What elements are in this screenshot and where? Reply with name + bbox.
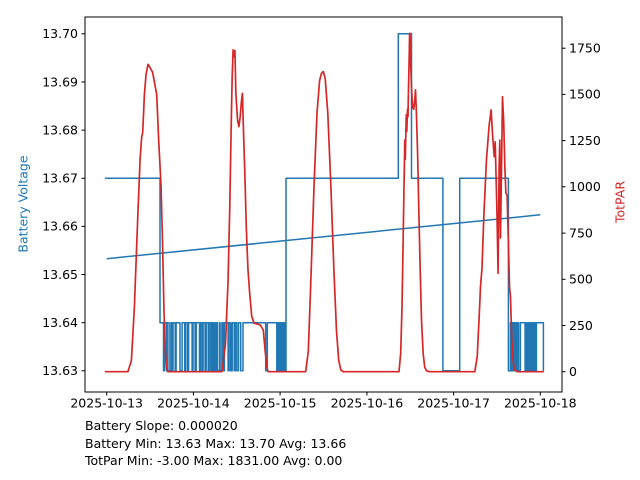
series-group bbox=[104, 32, 545, 373]
right-tick-label: 500 bbox=[569, 272, 593, 287]
x-tick-label: 2025-10-15 bbox=[244, 396, 317, 411]
left-tick-label: 13.63 bbox=[42, 363, 78, 378]
right-tick-label: 0 bbox=[569, 364, 577, 379]
left-tick-label: 13.68 bbox=[42, 122, 78, 137]
plot-border bbox=[84, 16, 563, 393]
stat-totpar-min-max-avg: TotPar Min: -3.00 Max: 1831.00 Avg: 0.00 bbox=[85, 453, 343, 468]
left-tick-label: 13.70 bbox=[42, 26, 78, 41]
x-tick-label: 2025-10-16 bbox=[331, 396, 404, 411]
left-tick-label: 13.69 bbox=[42, 74, 78, 89]
left-tick-label: 13.64 bbox=[42, 315, 78, 330]
x-tick-label: 2025-10-14 bbox=[157, 396, 230, 411]
stat-battery-min-max-avg: Battery Min: 13.63 Max: 13.70 Avg: 13.66 bbox=[85, 436, 347, 451]
x-tick-label: 2025-10-18 bbox=[504, 396, 577, 411]
right-tick-label: 1500 bbox=[569, 87, 601, 102]
x-tick-label: 2025-10-17 bbox=[417, 396, 490, 411]
left-tick-label: 13.67 bbox=[42, 171, 78, 186]
left-tick-label: 13.66 bbox=[42, 219, 78, 234]
stat-battery-slope: Battery Slope: 0.000020 bbox=[85, 418, 238, 433]
totpar-line bbox=[104, 32, 544, 373]
right-tick-label: 1000 bbox=[569, 179, 601, 194]
battery-voltage-line bbox=[104, 33, 545, 372]
left-axis-label: Battery Voltage bbox=[15, 155, 31, 253]
right-tick-label: 250 bbox=[569, 318, 593, 333]
right-tick-label: 1250 bbox=[569, 133, 601, 148]
battery-trend-line bbox=[106, 214, 541, 260]
left-tick-label: 13.65 bbox=[42, 267, 78, 282]
x-tick-label: 2025-10-13 bbox=[70, 396, 143, 411]
right-tick-label: 750 bbox=[569, 225, 593, 240]
right-tick-label: 1750 bbox=[569, 41, 601, 56]
right-axis-label: TotPAR bbox=[612, 180, 628, 224]
